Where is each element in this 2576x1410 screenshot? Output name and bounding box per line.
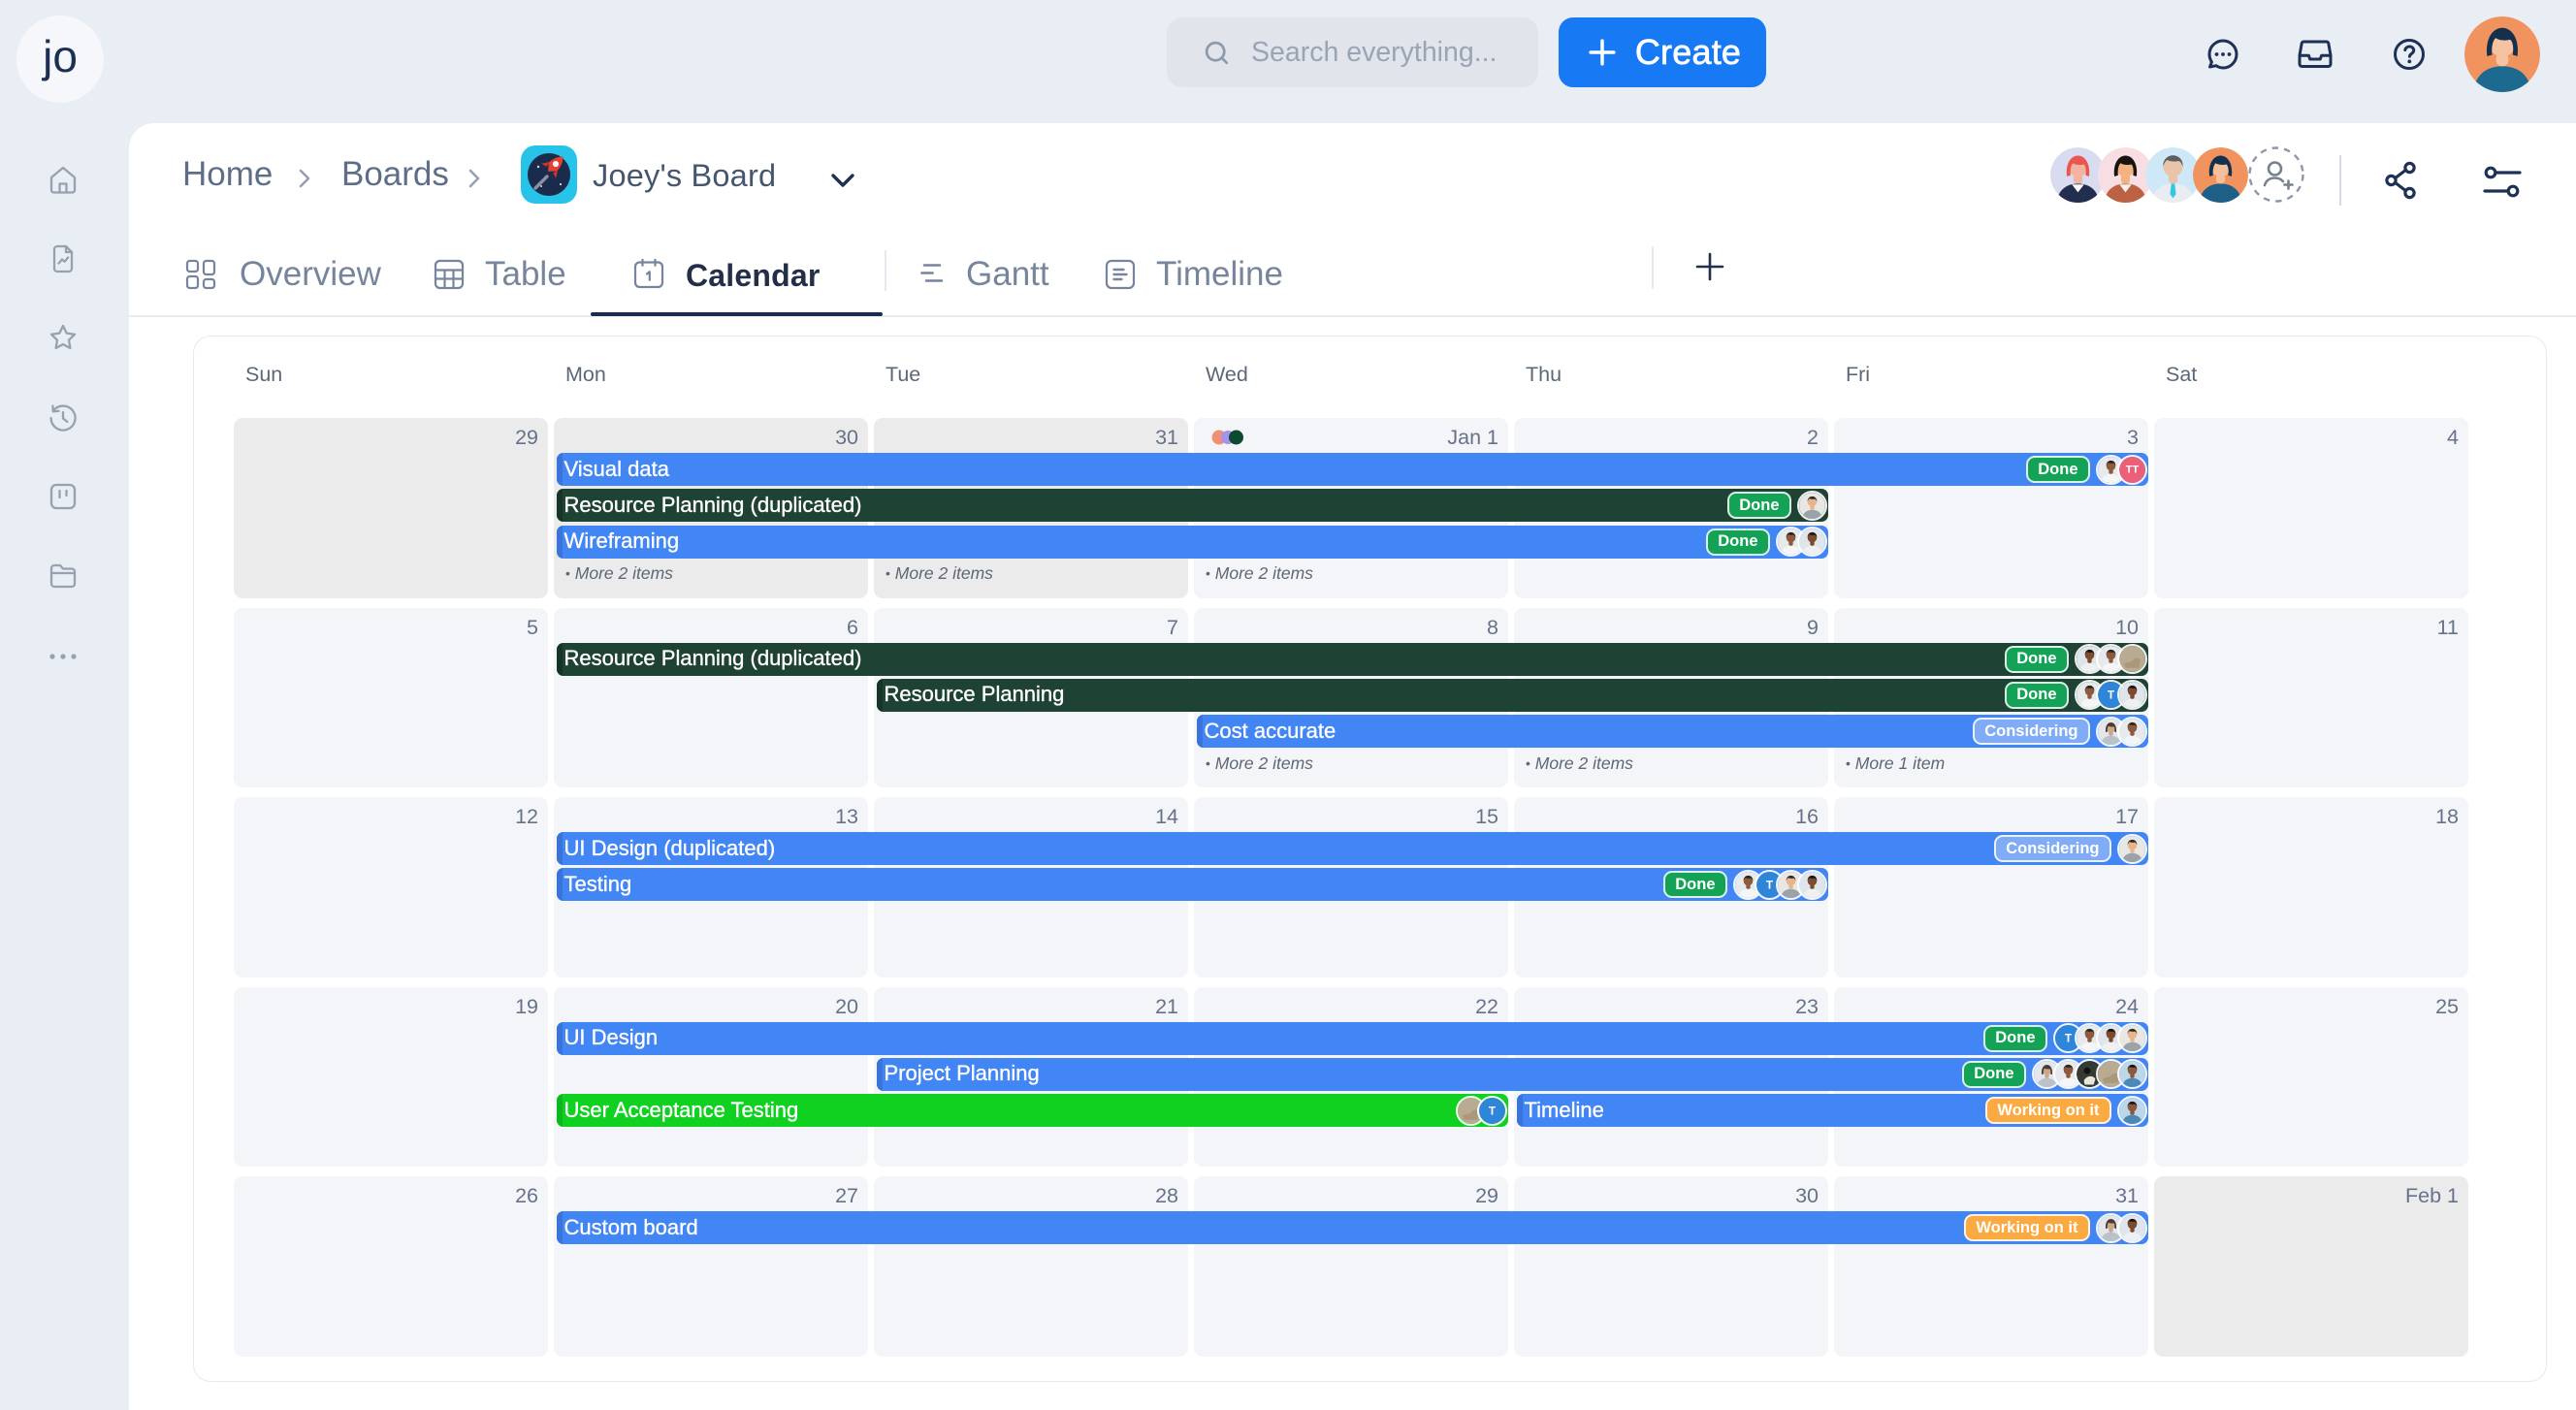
svg-text:T: T [1489,1104,1497,1117]
svg-text:T: T [2108,689,2115,702]
svg-text:T: T [1766,878,1774,891]
svg-text:T: T [2065,1032,2073,1045]
svg-text:TT: TT [2126,464,2140,475]
